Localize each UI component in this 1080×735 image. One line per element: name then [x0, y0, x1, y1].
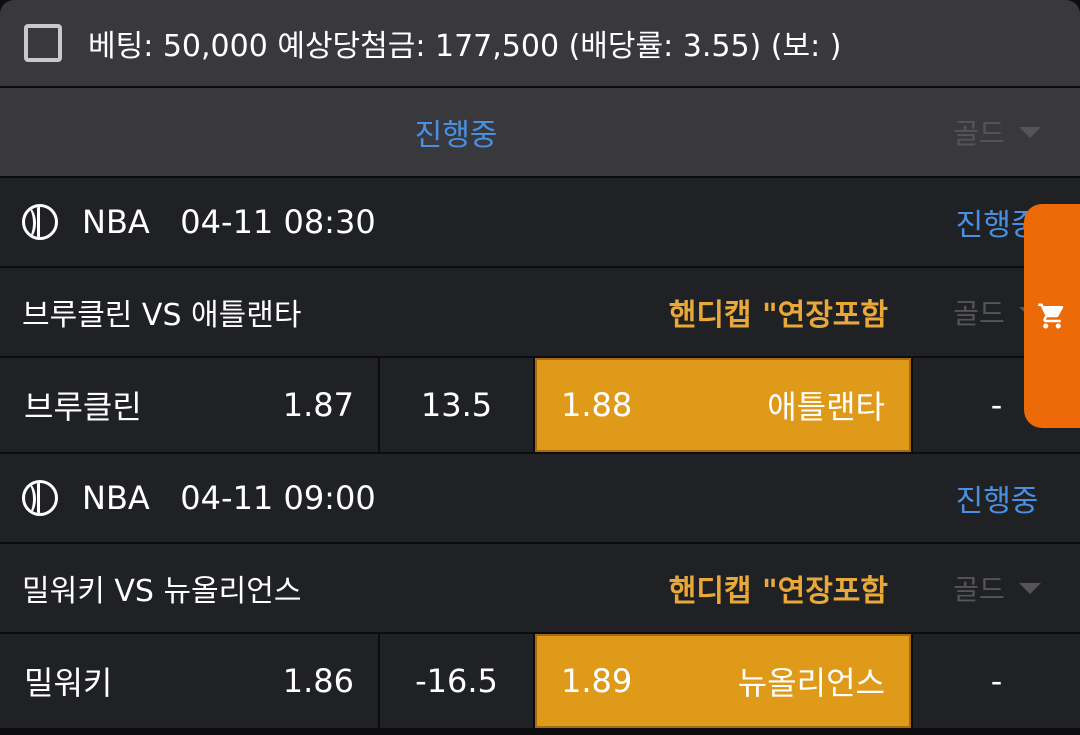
home-odds: 1.87 — [282, 386, 354, 424]
away-odds-button[interactable]: 1.88 애틀랜타 — [535, 358, 911, 452]
home-team: 브루클린 — [24, 388, 142, 426]
home-odds: 1.86 — [282, 662, 354, 700]
market-label: 핸디캡 "연장포함 — [668, 574, 888, 609]
shopping-cart-icon — [1038, 303, 1064, 329]
odds-row: 브루클린 1.87 13.5 1.88 애틀랜타 - — [0, 358, 1080, 452]
chevron-down-icon — [1018, 126, 1041, 138]
home-odds-button[interactable]: 밀워키 1.86 — [0, 634, 378, 728]
game-time: 04-11 08:30 — [180, 203, 376, 241]
status-tab[interactable]: 진행중 — [414, 118, 498, 153]
match-title: 브루클린 VS 애틀랜타 — [22, 298, 302, 333]
match-title-row: 밀워키 VS 뉴올리언스 핸디캡 "연장포함 골드 — [0, 544, 1080, 632]
league: NBA — [82, 203, 150, 241]
market-label: 핸디캡 "연장포함 — [668, 298, 888, 333]
status-tab-row: 진행중 골드 — [0, 88, 1080, 176]
away-odds: 1.89 — [561, 662, 633, 700]
away-team: 애틀랜타 — [767, 388, 885, 426]
handicap-line: 13.5 — [380, 358, 533, 452]
game-status: 진행중 — [914, 454, 1080, 542]
grade-label: 골드 — [953, 297, 1005, 330]
bet-cart-button[interactable] — [1024, 204, 1080, 428]
grade-label: 골드 — [953, 573, 1005, 606]
odds-row: 밀워키 1.86 -16.5 1.89 뉴올리언스 - — [0, 634, 1080, 728]
basketball-icon — [22, 480, 58, 516]
match-title-row: 브루클린 VS 애틀랜타 핸디캡 "연장포함 골드 — [0, 268, 1080, 356]
extra-cell: - — [913, 634, 1080, 728]
game-header: NBA 04-11 09:00 진행중 — [0, 454, 1080, 542]
basketball-icon — [22, 204, 58, 240]
grade-dropdown[interactable]: 골드 — [914, 88, 1080, 176]
match-title: 밀워키 VS 뉴올리언스 — [22, 574, 302, 609]
grade-label: 골드 — [953, 117, 1005, 150]
grade-dropdown[interactable]: 골드 — [914, 544, 1080, 632]
chevron-down-icon — [1018, 582, 1041, 594]
select-checkbox[interactable] — [24, 24, 62, 62]
away-odds: 1.88 — [561, 386, 633, 424]
game-header: NBA 04-11 08:30 진행중 — [0, 178, 1080, 266]
handicap-line: -16.5 — [380, 634, 533, 728]
away-team: 뉴올리언스 — [737, 664, 885, 702]
home-team: 밀워키 — [24, 664, 113, 702]
game-time: 04-11 09:00 — [180, 479, 376, 517]
bet-summary: 베팅: 50,000 예상당첨금: 177,500 (배당률: 3.55) (보… — [88, 29, 842, 64]
league: NBA — [82, 479, 150, 517]
bet-summary-bar: 베팅: 50,000 예상당첨금: 177,500 (배당률: 3.55) (보… — [0, 0, 1080, 86]
away-odds-button[interactable]: 1.89 뉴올리언스 — [535, 634, 911, 728]
home-odds-button[interactable]: 브루클린 1.87 — [0, 358, 378, 452]
